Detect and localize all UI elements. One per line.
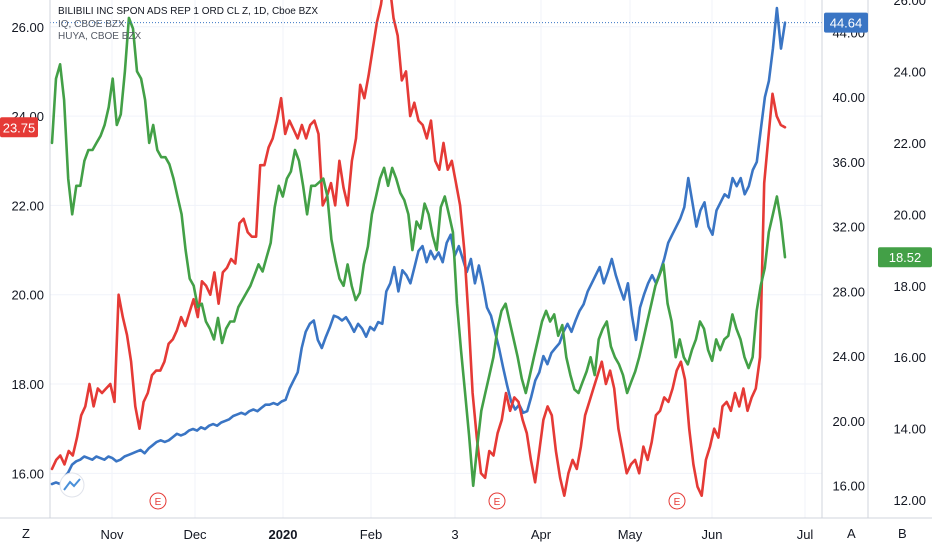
price-labels: 23.75 44.64 18.52 [0, 12, 932, 268]
time-axis-tick-label: May [618, 527, 643, 542]
chart-legend: BILIBILI INC SPON ADS REP 1 ORD CL Z, 1D… [58, 6, 318, 44]
right-axis-2-ticks[interactable]: 12.00 14.00 16.00 18.00 20.00 22.00 24.00 26.00 [893, 0, 926, 508]
time-axis-tick-label: 3 [451, 527, 458, 542]
right-axis-1-tick-label: 36.00 [832, 155, 865, 170]
series-layer [50, 0, 822, 498]
right-axis-2-tick-label: 14.00 [893, 422, 926, 437]
right-axis-2-tick-label: 26.00 [893, 0, 926, 8]
scale-mode-button-a[interactable]: A [847, 526, 856, 541]
time-axis-ticks[interactable]: Nov Dec 2020 Feb 3 Apr May Jun Jul [100, 527, 813, 542]
right-axis-2-tick-label: 16.00 [893, 350, 926, 365]
logo-chart-icon [63, 478, 81, 491]
price-label-bilibili-text: 44.64 [830, 16, 863, 31]
series-line-huya [50, 16, 787, 488]
right-axis-1-tick-label: 20.00 [832, 414, 865, 429]
right-axis-1-tick-label: 16.00 [832, 479, 865, 494]
right-axis-1-tick-label: 32.00 [832, 220, 865, 235]
time-axis-tick-label: Nov [100, 527, 124, 542]
earnings-marker-circle-0 [149, 492, 167, 510]
earnings-marker-label-1: E [494, 497, 501, 508]
time-axis-tick-label: Dec [183, 527, 207, 542]
left-axis-tick-label: 20.00 [11, 288, 44, 303]
legend-series-huya: HUYA, CBOE BZX [58, 31, 142, 42]
earnings-marker-label-0: E [155, 497, 162, 508]
price-label-huya-bg [878, 247, 932, 268]
time-axis-tick-label: 2020 [269, 527, 298, 542]
left-axis-tick-label: 16.00 [11, 466, 44, 481]
time-axis-tick-label: Jun [702, 527, 723, 542]
time-axis-tick-label: Apr [531, 527, 552, 542]
series-line-iq [50, 0, 787, 498]
tradingview-logo[interactable] [59, 472, 85, 498]
right-axis-2-tick-label: 12.00 [893, 493, 926, 508]
time-axis-tick-label: Feb [360, 527, 382, 542]
scale-mode-button-left[interactable]: Z [22, 526, 30, 541]
earnings-marker-circle-1 [488, 492, 506, 510]
price-label-left-text: 23.75 [3, 120, 36, 135]
right-axis-2-tick-label: 18.00 [893, 279, 926, 294]
right-axis-2-tick-label: 24.00 [893, 64, 926, 79]
right-axis-2-tick-label: 20.00 [893, 207, 926, 222]
time-axis-tick-label: Jul [797, 527, 814, 542]
earnings-marker-circle-2 [668, 492, 686, 510]
legend-title: BILIBILI INC SPON ADS REP 1 ORD CL Z, 1D… [58, 6, 319, 17]
right-axis-1-tick-label: 24.00 [832, 349, 865, 364]
price-label-left-bg [0, 117, 38, 138]
earnings-marker-label-2: E [674, 497, 681, 508]
price-label-bilibili-bg [824, 12, 868, 33]
left-axis-tick-label: 22.00 [11, 198, 44, 213]
left-axis-tick-label: 18.00 [11, 377, 44, 392]
right-axis-2-tick-label: 22.00 [893, 136, 926, 151]
scale-mode-button-b[interactable]: B [898, 526, 907, 541]
legend-series-iq: IQ, CBOE BZX [58, 18, 125, 30]
price-label-huya-text: 18.52 [889, 250, 922, 265]
right-axis-1-tick-label: 40.00 [832, 90, 865, 105]
left-axis-tick-label: 26.00 [11, 20, 44, 35]
right-axis-1-tick-label: 28.00 [832, 284, 865, 299]
